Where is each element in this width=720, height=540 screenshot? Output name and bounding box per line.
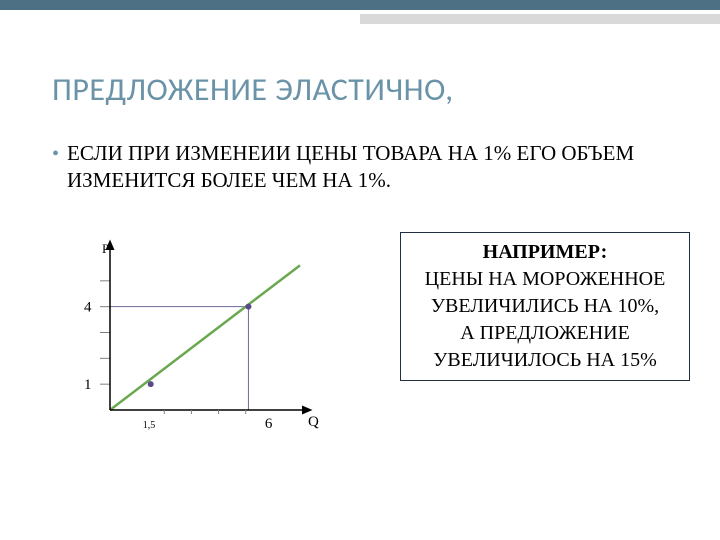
top-accent-bar bbox=[0, 0, 720, 10]
bullet-marker: • bbox=[52, 140, 59, 168]
supply-chart: 1 4 6 1,5 P Q bbox=[70, 235, 320, 445]
example-line1: ЦЕНЫ НА МОРОЖЕННОЕ УВЕЛИЧИЛИСЬ НА 10%, bbox=[409, 266, 681, 320]
svg-text:Q: Q bbox=[308, 414, 319, 430]
svg-text:1,5: 1,5 bbox=[143, 420, 156, 431]
example-box: НАПРИМЕР: ЦЕНЫ НА МОРОЖЕННОЕ УВЕЛИЧИЛИСЬ… bbox=[400, 232, 690, 381]
svg-text:1: 1 bbox=[84, 377, 92, 393]
svg-text:4: 4 bbox=[84, 300, 92, 316]
bullet-item: • ЕСЛИ ПРИ ИЗМЕНЕИИ ЦЕНЫ ТОВАРА НА 1% ЕГ… bbox=[52, 140, 680, 195]
svg-text:6: 6 bbox=[265, 416, 273, 432]
svg-text:P: P bbox=[102, 241, 109, 256]
example-heading: НАПРИМЕР: bbox=[409, 239, 681, 266]
top-light-bar bbox=[360, 14, 720, 24]
example-line2: А ПРЕДЛОЖЕНИЕ УВЕЛИЧИЛОСЬ НА 15% bbox=[409, 320, 681, 374]
bullet-text: ЕСЛИ ПРИ ИЗМЕНЕИИ ЦЕНЫ ТОВАРА НА 1% ЕГО … bbox=[67, 140, 680, 195]
slide-title: ПРЕДЛОЖЕНИЕ ЭЛАСТИЧНО, bbox=[52, 70, 454, 109]
